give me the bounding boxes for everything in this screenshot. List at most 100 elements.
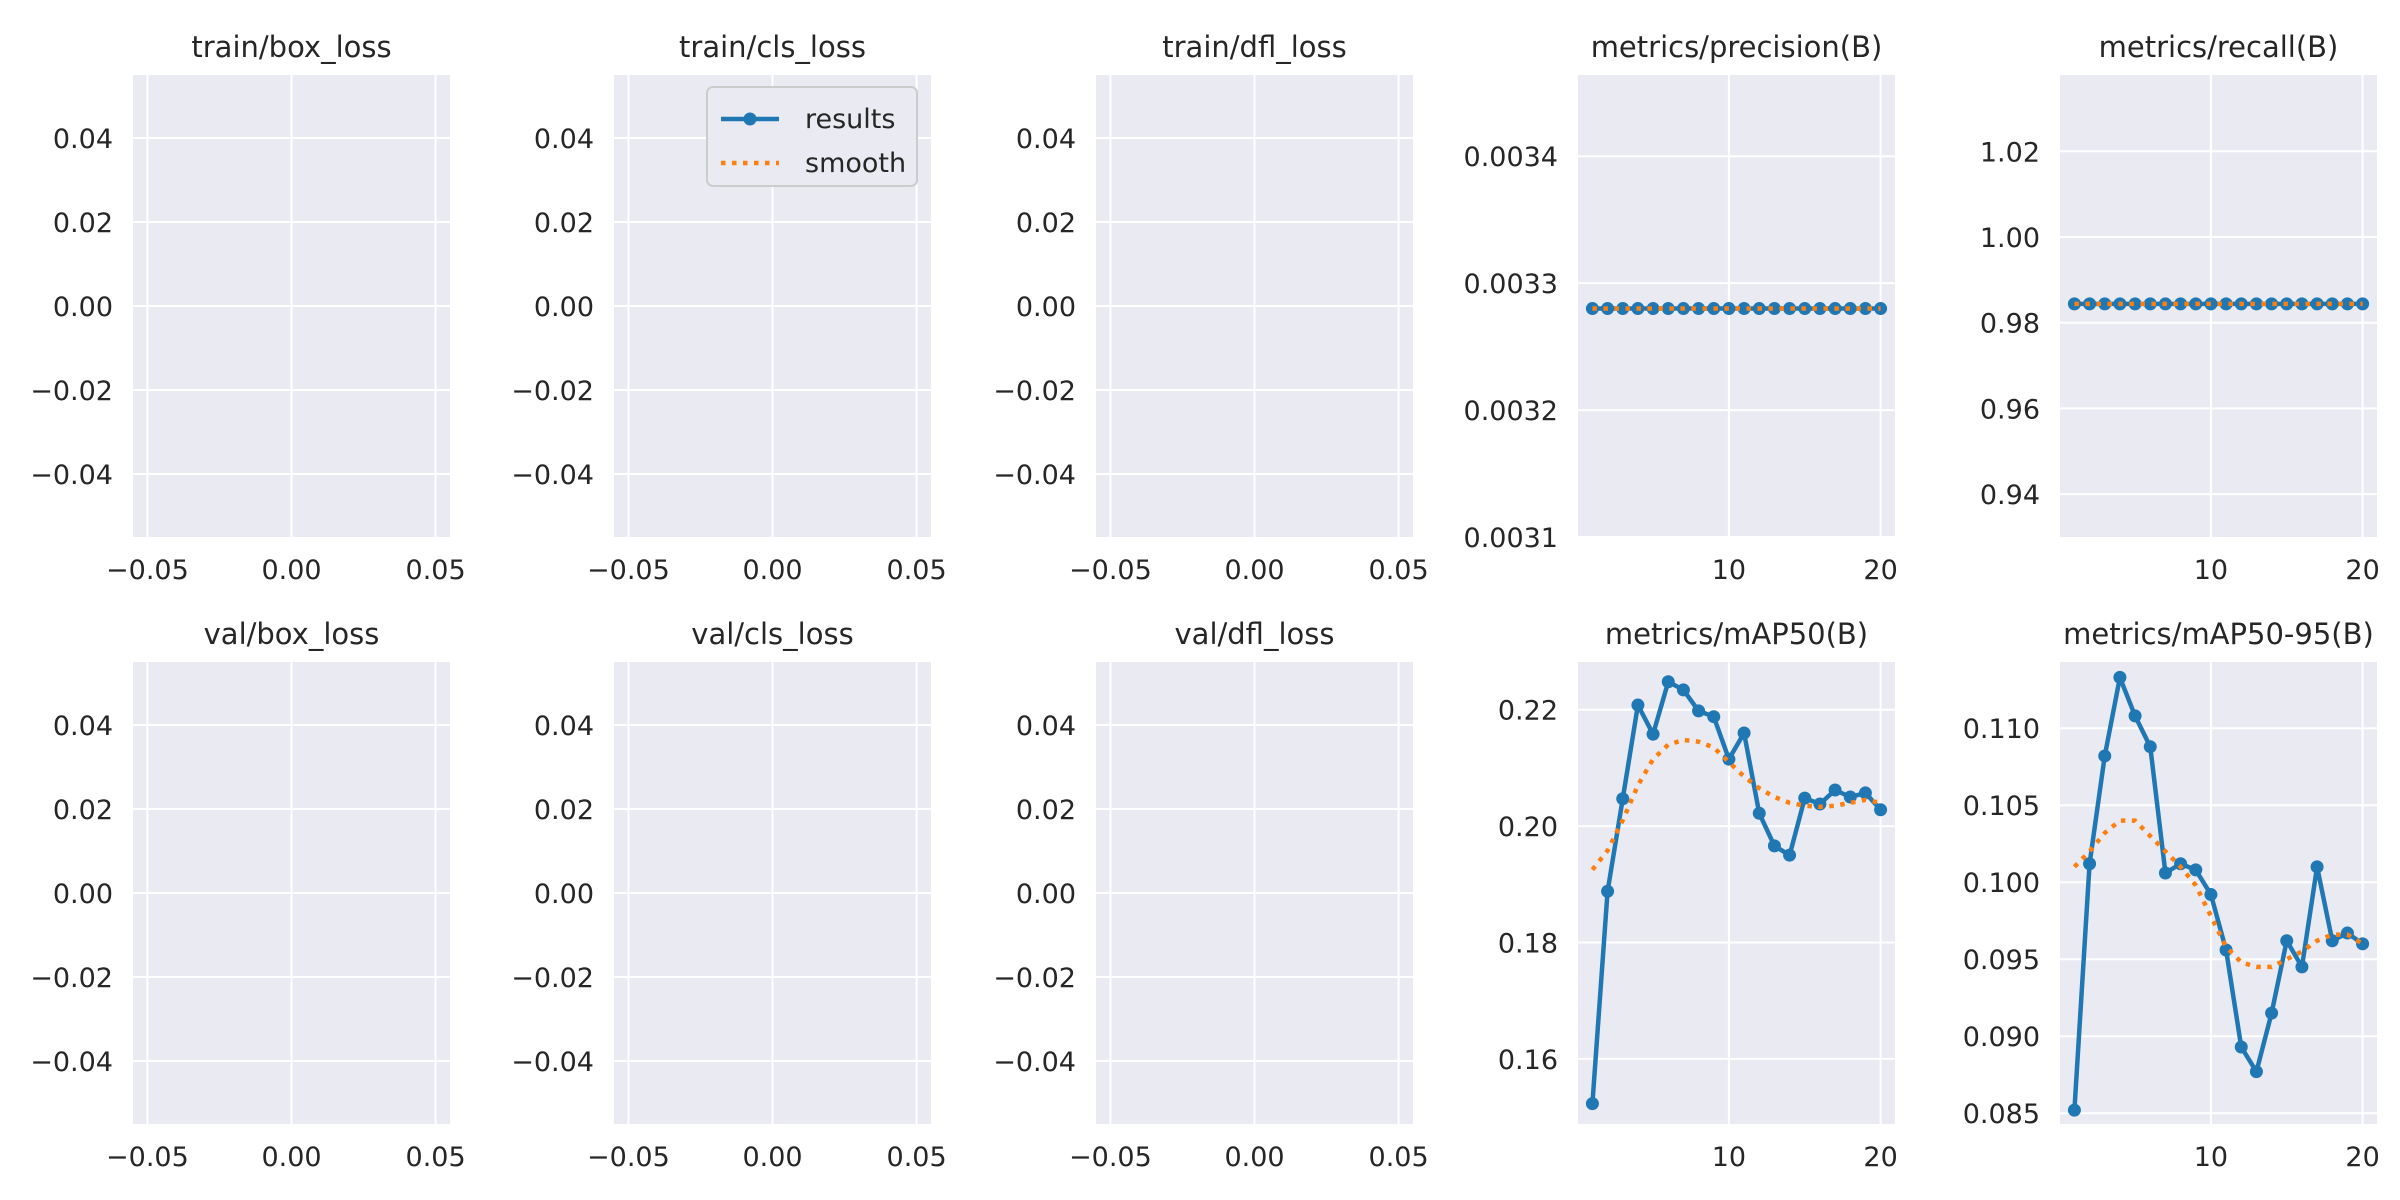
- x-tick-label: 0.05: [887, 1142, 947, 1173]
- y-tick-label: 0.110: [1963, 714, 2040, 745]
- results-point: [2083, 857, 2097, 871]
- results-point: [1661, 675, 1675, 689]
- y-tick-label: −0.02: [511, 376, 594, 407]
- legend-smooth-label: smooth: [805, 148, 906, 179]
- results-point: [2265, 1006, 2279, 1020]
- y-tick-label: 0.96: [1980, 394, 2040, 425]
- y-tick-label: 0.085: [1963, 1099, 2040, 1130]
- results-point: [2158, 866, 2172, 880]
- results-point: [1752, 806, 1766, 820]
- y-tick-label: 0.02: [1016, 208, 1076, 239]
- x-tick-label: −0.05: [1069, 555, 1152, 586]
- y-tick-label: 1.02: [1980, 137, 2040, 168]
- x-tick-label: 20: [2345, 555, 2379, 586]
- results-point: [1783, 302, 1797, 316]
- results-point: [1737, 302, 1751, 316]
- panel-title: metrics/recall(B): [2099, 30, 2339, 64]
- results-point: [2249, 297, 2263, 311]
- results-point: [1585, 1097, 1599, 1111]
- x-tick-label: 10: [1712, 555, 1746, 586]
- x-tick-label: 0.05: [1369, 555, 1429, 586]
- legend-box: [706, 86, 918, 187]
- results-point: [2234, 1040, 2248, 1054]
- y-tick-label: −0.02: [511, 963, 594, 994]
- x-tick-label: 0.00: [1224, 555, 1284, 586]
- x-tick-label: −0.05: [106, 1142, 189, 1173]
- x-tick-label: −0.05: [587, 1142, 670, 1173]
- y-tick-label: 1.00: [1980, 223, 2040, 254]
- panel-6: −0.05 0.00 0.05 −0.04 −0.02 0.00 0.02 0.04 val/c…: [511, 617, 946, 1173]
- results-point: [1692, 704, 1706, 718]
- panel-1: −0.05 0.00 0.05 −0.04 −0.02 0.00 0.02 0.04 train…: [511, 30, 946, 586]
- y-tick-label: 0.00: [53, 879, 113, 910]
- results-point: [1631, 698, 1645, 712]
- x-tick-label: 0.05: [1369, 1142, 1429, 1173]
- panel-4: 10 20 0.94 0.96 0.98 1.00 1.02 metrics/recall(B…: [1980, 30, 2380, 586]
- x-tick-label: 0.00: [742, 555, 802, 586]
- x-tick-label: −0.05: [106, 555, 189, 586]
- results-point: [2325, 297, 2339, 311]
- panel-9: 10 20 0.085 0.090 0.095 0.100 0.105 0.110 metric…: [1963, 617, 2380, 1173]
- results-point: [1676, 683, 1690, 697]
- y-tick-label: 0.02: [53, 208, 113, 239]
- y-tick-label: 0.04: [534, 711, 594, 742]
- y-tick-label: 0.00: [1016, 292, 1076, 323]
- results-series-line: [2072, 675, 2364, 1111]
- y-tick-label: 0.04: [1016, 124, 1076, 155]
- results-point: [1737, 726, 1751, 740]
- results-point: [2280, 934, 2294, 948]
- results-point: [1616, 302, 1630, 316]
- y-tick-label: −0.04: [993, 460, 1076, 491]
- x-tick-label: 0.00: [261, 555, 321, 586]
- y-tick-label: 0.18: [1498, 928, 1558, 959]
- x-tick-label: 0.00: [261, 1142, 321, 1173]
- panel-3: 10 20 0.0031 0.0032 0.0033 0.0034 metrics/prec…: [1464, 30, 1898, 586]
- x-tick-label: 20: [1863, 1142, 1897, 1173]
- results-point: [2143, 740, 2157, 754]
- x-tick-label: −0.05: [1069, 1142, 1152, 1173]
- legend-results-marker: [743, 112, 757, 126]
- plot-area: [1578, 75, 1895, 537]
- y-tick-label: 0.0032: [1464, 396, 1558, 427]
- y-tick-label: 0.16: [1498, 1045, 1558, 1076]
- legend: results smooth: [706, 86, 918, 187]
- panel-title: val/box_loss: [204, 617, 380, 651]
- panel-7: −0.05 0.00 0.05 −0.04 −0.02 0.00 0.02 0.04 val/d…: [993, 617, 1428, 1173]
- results-point: [2143, 297, 2157, 311]
- results-point: [1874, 803, 1888, 817]
- panel-title: metrics/mAP50(B): [1605, 617, 1868, 651]
- x-tick-label: 10: [1712, 1142, 1746, 1173]
- panel-title: val/cls_loss: [691, 617, 853, 651]
- y-tick-label: 0.0034: [1464, 142, 1558, 173]
- y-tick-label: 0.00: [53, 292, 113, 323]
- results-point: [1616, 792, 1630, 806]
- y-tick-label: 0.20: [1498, 812, 1558, 843]
- results-point: [2174, 857, 2188, 871]
- results-point: [1783, 848, 1797, 862]
- y-tick-label: 0.04: [53, 124, 113, 155]
- panel-5: −0.05 0.00 0.05 −0.04 −0.02 0.00 0.02 0.04 val/b…: [30, 617, 465, 1173]
- panel-2: −0.05 0.00 0.05 −0.04 −0.02 0.00 0.02 0.04 train…: [993, 30, 1428, 586]
- results-point: [1813, 797, 1827, 811]
- results-point: [2113, 670, 2127, 684]
- x-tick-label: 0.00: [742, 1142, 802, 1173]
- panel-8: 10 20 0.16 0.18 0.20 0.22 metrics/mAP50(B): [1498, 617, 1898, 1173]
- results-point: [2204, 888, 2218, 902]
- results-point: [1828, 783, 1842, 797]
- results-point: [1798, 791, 1812, 805]
- results-point: [1661, 302, 1675, 316]
- y-tick-label: −0.02: [30, 376, 113, 407]
- y-tick-label: 0.105: [1963, 791, 2040, 822]
- panel-title: metrics/precision(B): [1591, 30, 1883, 64]
- results-point: [2204, 297, 2218, 311]
- y-tick-label: 0.98: [1980, 309, 2040, 340]
- results-point: [2128, 709, 2142, 723]
- results-point: [2067, 1103, 2081, 1117]
- x-tick-label: 0.05: [406, 555, 466, 586]
- y-tick-label: −0.02: [993, 963, 1076, 994]
- panel-title: train/box_loss: [191, 30, 391, 64]
- panel-0: −0.05 0.00 0.05 −0.04 −0.02 0.00 0.02 0.04 train…: [30, 30, 465, 586]
- y-tick-label: 0.02: [53, 795, 113, 826]
- y-tick-label: 0.0031: [1464, 523, 1558, 554]
- results-point: [2219, 297, 2233, 311]
